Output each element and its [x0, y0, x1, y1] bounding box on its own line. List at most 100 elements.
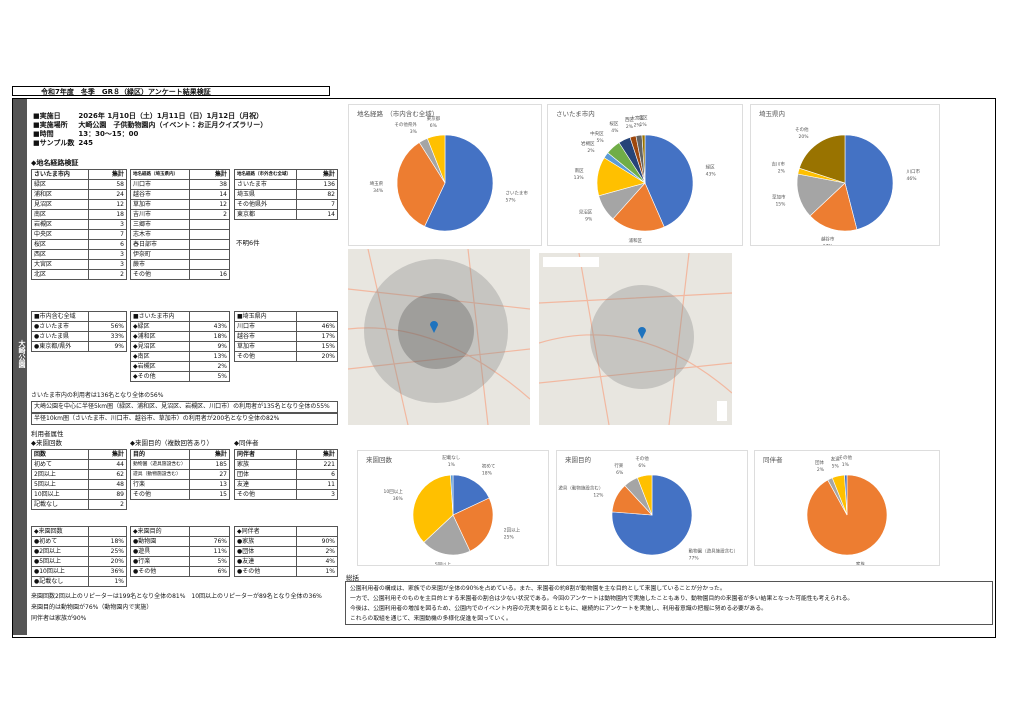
summary-line: 一方で、公園利用そのものを主目的とする来園者の割合は少ない状況である。今回のアン…	[350, 596, 854, 602]
label-cell: ●その他	[129, 566, 191, 577]
frame	[12, 98, 996, 638]
label-cell: 団体	[234, 469, 297, 480]
table-row: 行楽 13	[129, 479, 230, 490]
header-cell: 地名経路（埼玉県内）	[129, 169, 191, 180]
header-cell: 同伴者	[234, 449, 297, 460]
label-cell: ●友達	[234, 556, 297, 567]
table-row: ●さいたま県 33%	[31, 331, 127, 342]
value-cell: 3	[88, 249, 127, 260]
value-cell: 2	[189, 209, 230, 220]
page-title: 令和7年度 冬季 GR８（緑区）アンケート結果検証	[12, 86, 330, 96]
slice-label: 行楽	[614, 462, 623, 469]
chart-title: 地名経路 （市内含む全域）	[357, 109, 438, 118]
slice-value-label: 36%	[393, 496, 404, 502]
section-heading: ◆地名経路検証	[31, 159, 79, 167]
label-cell: ●その他	[234, 566, 297, 577]
label-cell: ●さいたま市	[31, 321, 89, 332]
label-cell: 家族	[234, 459, 297, 470]
value-cell: 6%	[189, 566, 230, 577]
map	[539, 253, 732, 425]
block: ◆来園目的 ●動物園 76% ●遊具 11% ●行楽 5% ●その他 6%	[129, 526, 230, 577]
table-row: 志木市	[129, 229, 230, 240]
info-label: ■サンプル数	[33, 139, 75, 147]
value-cell: 24	[88, 189, 127, 200]
value-cell: 12	[88, 199, 127, 210]
slice-label: 友達	[831, 455, 840, 462]
label-cell: 川口市	[129, 179, 191, 190]
info-table: ■実施日 2026年 1月10日（土）1月11日（日）1月12日（月祝） ■実施場所…	[31, 112, 269, 148]
label-cell: 大宮区	[31, 259, 89, 270]
slice-value-label: 13%	[574, 175, 585, 181]
label-cell: 越谷市	[129, 189, 191, 200]
data-table: ◆同伴者 ●家族 90% ●団体 2% ●友達 4% ●その他 1%	[234, 526, 339, 577]
header-row: 回数 集計	[31, 449, 127, 460]
table-row: ●動物園 76%	[129, 536, 230, 547]
pie-slice	[412, 474, 454, 543]
label-cell: 伊奈町	[129, 249, 191, 260]
chart-panel: 来園目的 動物園（遊具施設含む） 77% 遊具（動物施設含む） 12% 行楽 6% その他 6%	[556, 450, 748, 566]
block: ◆来園回数 ●初めて 18% ●2回以上 25% ●5回以上 20% ●10回以上 36% ●記載…	[31, 526, 127, 587]
pie-slice	[844, 134, 894, 230]
header-cell: 集計	[88, 169, 127, 180]
data-table: 回数 集計 初めて 44 2回以上 62 5回以上 48 10回以上 89 記載なし 2	[31, 449, 127, 510]
table-row: 緑区 58	[31, 179, 127, 190]
table-title: ◆来園目的（複数回答あり）	[130, 439, 213, 447]
label-cell: 南区	[31, 209, 89, 220]
label-cell: 緑区	[31, 179, 89, 190]
header-cell: 集計	[295, 169, 339, 180]
value-cell: 16	[189, 269, 230, 280]
table-title: ■埼玉県内	[234, 311, 297, 322]
label-cell: 東京都	[234, 209, 297, 220]
label-cell: ●東京都/県外	[31, 341, 89, 352]
block: 地名経路（市外含む全域） 集計 さいたま市 136 埼玉県 82 その他県外 7 東京都 14	[234, 169, 339, 220]
label-cell: 記載なし	[31, 499, 89, 510]
info-label: ■実施場所	[33, 121, 68, 129]
value-cell: 221	[295, 459, 339, 470]
value-cell: 14	[295, 209, 339, 220]
value-cell: 3	[88, 219, 127, 230]
table-row: 浦和区 24	[31, 189, 127, 200]
table-row: その他 20%	[234, 351, 339, 362]
value-cell: 58	[88, 179, 127, 190]
table-row: ●団体 2%	[234, 546, 339, 557]
block: 来園回数2回以上のリピーターは199名となり全体の81% 10回以上のリピーター…	[31, 591, 338, 624]
data-table: ■埼玉県内 川口市 46% 越谷市 17% 草加市 15% その他 20%	[234, 311, 339, 362]
block: ◆来園目的（複数回答あり） 目的 集計 動物園（遊具施設含む） 185 遊具（動物施設含む…	[129, 438, 230, 500]
table-row: 北区 2	[31, 269, 127, 280]
label-cell: 5回以上	[31, 479, 89, 490]
slice-label: 桜区	[609, 120, 618, 127]
note-line: 大崎公園を中心に半径5km圏（緑区、浦和区、見沼区、岩槻区、川口市）の利用者が1…	[31, 401, 338, 413]
slice-label: 記載なし	[442, 454, 460, 461]
table-row: ●家族 90%	[234, 536, 339, 547]
pie-chart: さいたま市内緑区43%浦和区18%見沼区9%南区13%岩槻区2%中央区5%桜区4…	[556, 109, 716, 251]
chart-title: 来園目的	[565, 455, 592, 464]
label-cell: ●10回以上	[31, 566, 89, 577]
header-row: さいたま市内 集計	[31, 169, 127, 180]
table-row: 岩槻区 3	[31, 219, 127, 230]
info-value: 大崎公園 子供動物園内（イベント：お正月クイズラリー）	[78, 121, 268, 129]
info-row: ■実施日 2026年 1月10日（土）1月11日（日）1月12日（月祝）	[31, 112, 269, 121]
label-cell: 行楽	[129, 479, 191, 490]
header-row: 目的 集計	[129, 449, 230, 460]
table-row: ●友達 4%	[234, 556, 339, 567]
slice-label: 南区	[575, 167, 584, 174]
block: ■さいたま市内 ◆緑区 43% ◆浦和区 18% ◆見沼区 9% ◆南区 13% ◆岩槻区 2% ◆そ…	[129, 311, 230, 382]
table-row: ●2回以上 25%	[31, 546, 127, 557]
slice-label: 5回以上	[435, 561, 452, 565]
slice-label: 中央区	[590, 130, 604, 137]
slice-label: 遊具（動物施設含む）	[558, 484, 603, 491]
table-row: その他 15	[129, 489, 230, 500]
summary-line: 今後は、公園利用者の増加を図るため、公園内でのイベント内容の充実を図るとともに、…	[350, 606, 767, 612]
table-row: ■さいたま市内	[129, 311, 230, 322]
label-cell: ◆南区	[129, 351, 191, 362]
value-cell	[189, 219, 230, 230]
value-cell: 185	[189, 459, 230, 470]
slice-label: 北区	[639, 114, 648, 121]
slice-value-label: 1%	[639, 122, 647, 128]
data-table: 地名経路（埼玉県内） 集計 川口市 38 越谷市 14 草加市 12 吉川市 2 三郷市 志木市 春日部…	[129, 169, 230, 280]
label-cell: 志木市	[129, 229, 191, 240]
value-cell	[189, 249, 230, 260]
table-title: ◆同伴者	[234, 439, 259, 447]
